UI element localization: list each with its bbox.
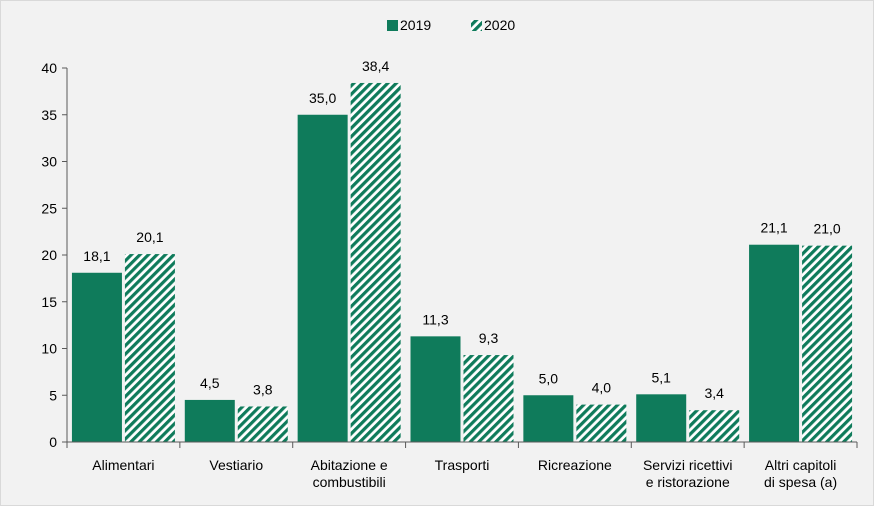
- y-tick-label: 20: [41, 247, 57, 263]
- y-tick-label: 30: [41, 154, 57, 170]
- x-category-label: Altri capitoli di spesa (a): [764, 457, 837, 490]
- y-tick-label: 15: [41, 294, 57, 310]
- y-axis: 0 5 10 15 20 25 30 35 40: [41, 60, 68, 450]
- data-label: 5,1: [651, 369, 671, 385]
- data-label: 3,8: [253, 381, 273, 397]
- y-tick-label: 0: [49, 434, 57, 450]
- y-tick-label: 35: [41, 107, 57, 123]
- data-label: 5,0: [539, 370, 559, 386]
- bar-2020: [463, 355, 514, 442]
- bar-2020: [576, 404, 627, 442]
- y-tick-label: 10: [41, 341, 57, 357]
- bar-2019: [636, 394, 687, 442]
- data-label: 21,0: [813, 221, 840, 237]
- y-tick-label: 25: [41, 200, 57, 216]
- x-category-label: Vestiario: [209, 457, 263, 473]
- bar-2020: [350, 82, 401, 443]
- data-label: 21,1: [760, 220, 787, 236]
- bar-2020: [802, 245, 853, 442]
- legend-swatch-2019: [387, 20, 398, 31]
- y-tick-label: 40: [41, 60, 57, 76]
- bar-2020: [124, 254, 175, 442]
- data-label: 4,5: [200, 375, 220, 391]
- data-label: 35,0: [309, 90, 336, 106]
- bar-2020: [237, 406, 288, 442]
- data-label: 11,3: [422, 311, 448, 327]
- x-category-label: Alimentari: [92, 457, 154, 473]
- bars: 18,1 20,1 4,5 3,8 35,0 38,4 11,3 9,3 5,0 4,0 5,1 3,…: [71, 58, 853, 443]
- legend: 2019 2020: [387, 17, 515, 33]
- x-category-label: Trasporti: [435, 457, 490, 473]
- data-label: 3,4: [704, 385, 724, 401]
- bar-2019: [297, 114, 348, 442]
- data-label: 9,3: [479, 330, 499, 346]
- bar-2019: [184, 399, 235, 442]
- data-label: 20,1: [136, 229, 163, 245]
- x-category-label: Ricreazione: [538, 457, 612, 473]
- bar-2019: [71, 272, 122, 442]
- bar-2019: [410, 336, 461, 442]
- y-tick-label: 5: [49, 387, 57, 403]
- data-label: 38,4: [362, 58, 389, 74]
- bar-2020: [689, 410, 740, 442]
- legend-swatch-2020: [471, 20, 482, 31]
- legend-label-2019: 2019: [400, 17, 431, 33]
- legend-label-2020: 2020: [484, 17, 515, 33]
- bar-2019: [749, 244, 800, 442]
- bar-2019: [523, 395, 574, 442]
- data-label: 18,1: [83, 248, 110, 264]
- x-axis: Alimentari Vestiario Abitazione e combustib…: [66, 441, 858, 490]
- x-category-label: Abitazione e combustibili: [311, 457, 388, 490]
- x-category-label: Servizi ricettivi e ristorazione: [643, 457, 732, 490]
- data-label: 4,0: [592, 380, 612, 396]
